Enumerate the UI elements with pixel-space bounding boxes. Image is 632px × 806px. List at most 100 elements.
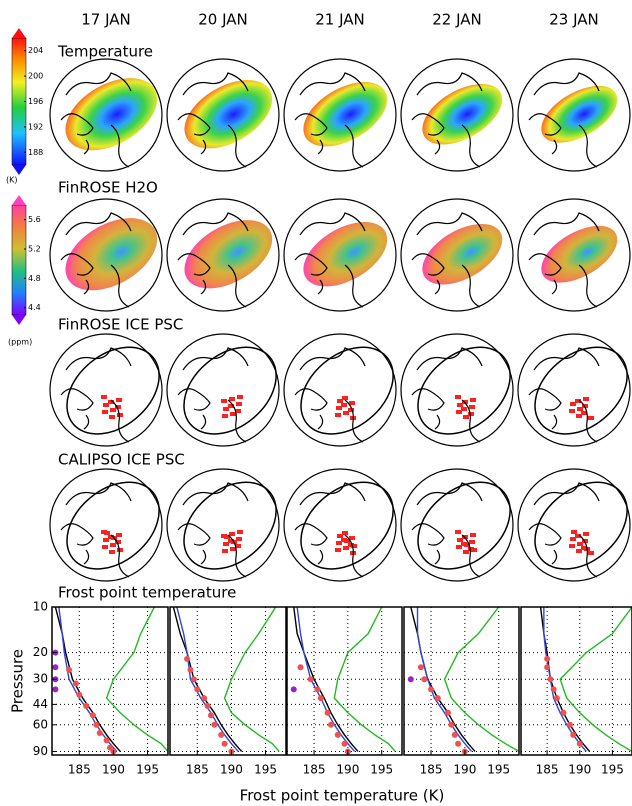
coastline (177, 212, 249, 308)
vortex-edge (417, 346, 511, 435)
vortex-edge (66, 346, 160, 435)
psc-patch (341, 403, 347, 407)
coastline (60, 482, 132, 578)
vortex-edge (183, 481, 277, 570)
coastline (528, 212, 600, 308)
panel-frame (403, 606, 520, 756)
psc-patch (570, 537, 576, 541)
profile-dot (52, 686, 59, 693)
panel-frame (520, 606, 632, 756)
y-tick-label: 30 (33, 672, 48, 686)
x-tick-label: 195 (254, 763, 277, 777)
profile-line (443, 607, 519, 753)
coastline (294, 347, 366, 443)
profile-dot (66, 666, 73, 673)
psc-patch (455, 530, 461, 534)
psc-patch (576, 414, 582, 418)
colorbar-arrow (12, 315, 26, 325)
vortex-edge (534, 481, 628, 570)
vortex-edge (417, 481, 511, 570)
psc-patch (470, 533, 476, 537)
profile-dot (341, 740, 348, 747)
psc-patch (470, 398, 476, 402)
psc-patch (335, 548, 341, 552)
psc-patch (571, 530, 577, 534)
vortex-edge (300, 481, 394, 570)
colorbar-tick-label: 4.8 (28, 274, 41, 283)
psc-patch (235, 409, 241, 413)
psc-patch (224, 535, 230, 539)
date-label: 23 JAN (549, 11, 599, 29)
psc-patch (116, 533, 122, 537)
profile-dot (93, 721, 100, 728)
vortex-edge (66, 481, 160, 570)
colorbar-arrow (12, 28, 26, 38)
coastline (177, 482, 249, 578)
profile-dot (221, 740, 228, 747)
profile-dot (448, 721, 455, 728)
psc-patch (455, 395, 461, 399)
x-tick-label: 195 (487, 763, 510, 777)
psc-patch (576, 549, 582, 553)
date-label: 21 JAN (315, 11, 365, 29)
psc-patch (463, 415, 469, 419)
profile-dot (576, 740, 583, 747)
profile-panel (287, 607, 402, 755)
profile-line (223, 607, 280, 752)
psc-patch (461, 407, 467, 411)
profile-dot (421, 676, 428, 683)
coastline (294, 212, 366, 308)
psc-patch (471, 548, 477, 552)
profile-line (543, 607, 587, 752)
vortex-field (422, 223, 503, 285)
x-tick-label: 185 (536, 763, 559, 777)
row-label: FinROSE ICE PSC (58, 316, 183, 334)
profile-dot (444, 709, 451, 716)
profile-dot (72, 680, 79, 687)
profile-dot (334, 731, 341, 738)
profile-line (559, 607, 632, 753)
psc-patch (351, 544, 357, 548)
coastline (294, 72, 366, 168)
coastline (528, 347, 600, 443)
coastline (411, 347, 483, 443)
vortex-field (184, 80, 273, 149)
profile-dot (89, 712, 96, 719)
y-tick-label: 20 (33, 645, 48, 659)
coastline (294, 482, 366, 578)
psc-patch (117, 413, 123, 417)
profile-dot (207, 712, 214, 719)
profile-dot (544, 655, 551, 662)
psc-patch (222, 414, 228, 418)
psc-patch (116, 398, 122, 402)
psc-patch (104, 531, 110, 535)
profile-dot (547, 676, 554, 683)
colorbar-unit: (K) (6, 176, 18, 185)
psc-patch (569, 544, 575, 548)
profile-dot (553, 695, 560, 702)
psc-patch (348, 408, 354, 412)
psc-patch (115, 405, 121, 409)
profile-dot (190, 676, 197, 683)
psc-patch (237, 530, 243, 534)
profile-dot (201, 695, 208, 702)
profile-panel (170, 607, 286, 755)
x-tick-label: 190 (102, 763, 125, 777)
psc-patch (236, 537, 242, 541)
x-axis-label: Frost point temperature (K) (240, 787, 445, 805)
colorbar-tick-label: 5.2 (28, 245, 41, 254)
profile-dot (96, 730, 103, 737)
colorbar (11, 37, 27, 166)
profile-line (416, 607, 473, 752)
date-label: 17 JAN (81, 11, 131, 29)
colorbar-unit: (ppm) (8, 338, 32, 347)
psc-patch (109, 415, 115, 419)
map-disc (49, 333, 163, 447)
x-tick-label: 185 (303, 763, 326, 777)
profile-dot (327, 721, 334, 728)
psc-patch (583, 397, 589, 401)
psc-patch (109, 550, 115, 554)
profile-dot (307, 676, 314, 683)
colorbar-tick-label: 204 (28, 46, 43, 55)
